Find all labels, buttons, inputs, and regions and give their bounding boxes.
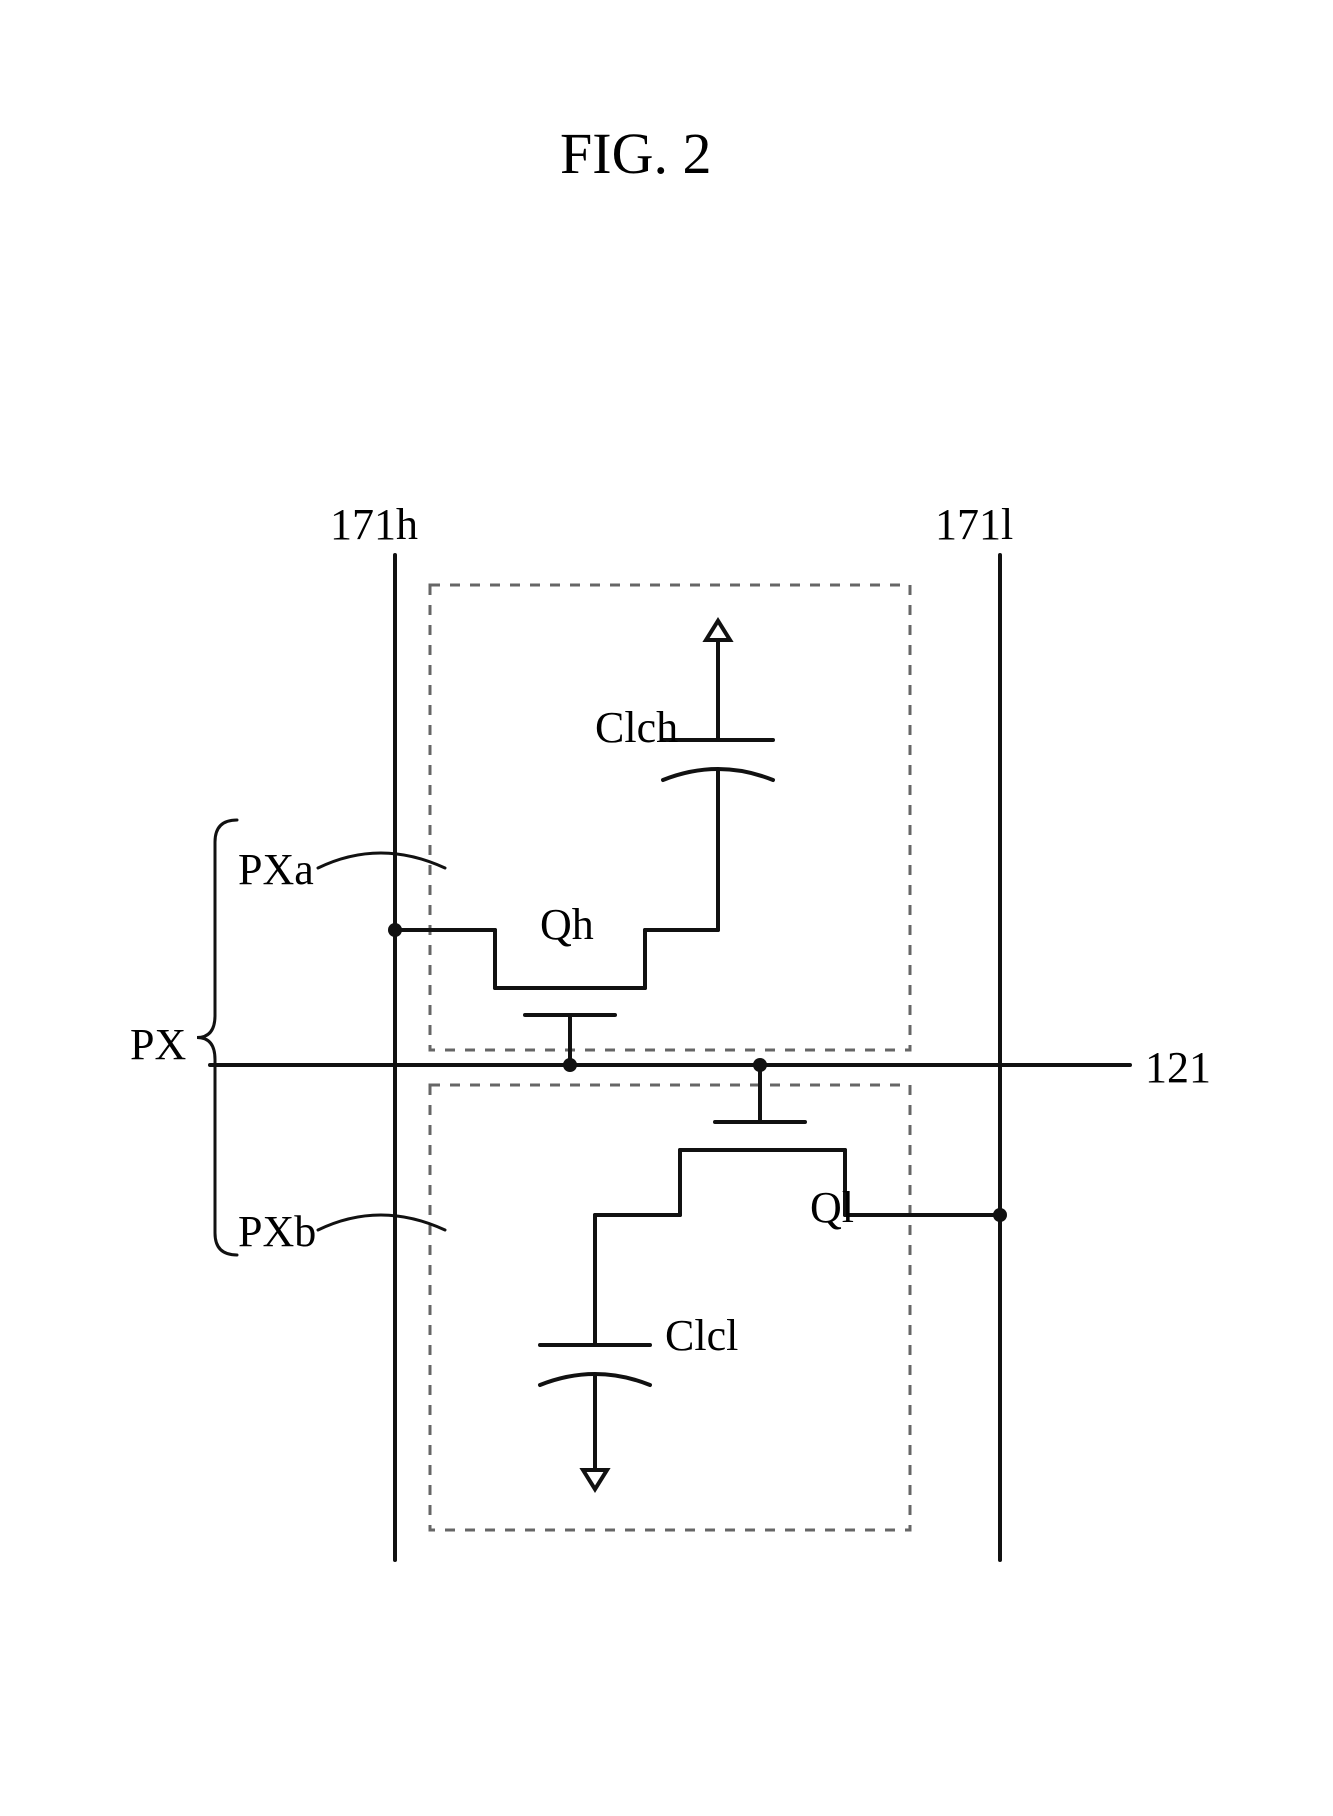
label-clch: Clch <box>595 703 678 752</box>
node-qh-gate <box>563 1058 577 1072</box>
figure-canvas: FIG. 2 171h171lPXPXaPXbQhQlClchClcl121 <box>0 0 1333 1816</box>
node-ql-171l <box>993 1208 1007 1222</box>
pxa-leader <box>318 853 445 868</box>
label-px: PX <box>130 1020 186 1069</box>
label-clcl: Clcl <box>665 1311 738 1360</box>
label-qh: Qh <box>540 900 594 949</box>
label-171h: 171h <box>330 500 418 549</box>
label-ql: Ql <box>810 1183 854 1232</box>
label-171l: 171l <box>935 500 1013 549</box>
px-brace <box>197 820 237 1255</box>
clch-common-arrow <box>706 621 730 640</box>
node-qh-171h <box>388 923 402 937</box>
clcl-common-arrow <box>583 1470 607 1489</box>
node-ql-gate <box>753 1058 767 1072</box>
subpixel-a-box <box>430 585 910 1050</box>
pxb-leader <box>318 1215 445 1230</box>
label-pxb: PXb <box>238 1207 316 1256</box>
schematic-svg: 171h 171l PX PXa PXb Qh Ql Clch Clcl 121 <box>0 0 1333 1816</box>
label-121: 121 <box>1145 1043 1211 1092</box>
label-pxa: PXa <box>238 845 314 894</box>
